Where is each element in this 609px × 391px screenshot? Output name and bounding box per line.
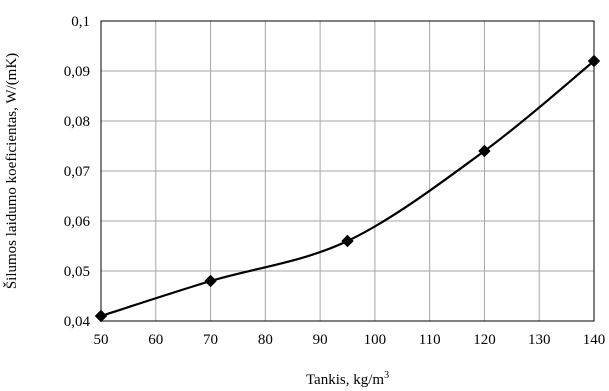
x-axis-label-text: Tankis, kg/m — [306, 372, 384, 388]
data-point — [94, 309, 108, 323]
x-tick-label: 100 — [364, 332, 387, 348]
y-tick-labels: 0,04 0,05 0,06 0,07 0,08 0,09 0,1 — [64, 14, 91, 330]
x-axis-label: Tankis, kg/m3 — [306, 370, 389, 388]
plot-border — [100, 20, 595, 322]
x-tick-label: 90 — [313, 332, 328, 348]
x-axis-label-superscript: 3 — [384, 370, 389, 381]
y-tick-label: 0,1 — [71, 14, 90, 30]
x-tick-labels: 50 60 70 80 90 100 110 120 130 140 — [94, 332, 606, 348]
data-point — [341, 234, 354, 248]
grid-lines — [100, 20, 595, 322]
y-tick-label: 0,06 — [64, 214, 91, 230]
y-tick-label: 0,09 — [64, 64, 90, 80]
y-tick-label: 0,07 — [64, 164, 91, 180]
series-group — [94, 54, 601, 323]
y-tick-label: 0,05 — [64, 264, 90, 280]
y-tick-label: 0,04 — [64, 314, 91, 330]
x-tick-label: 50 — [94, 332, 109, 348]
y-tick-label: 0,08 — [64, 114, 90, 130]
x-tick-label: 60 — [148, 332, 163, 348]
series-line — [100, 60, 595, 318]
data-point — [204, 274, 217, 288]
plot-area — [100, 20, 595, 322]
x-tick-label: 120 — [473, 332, 496, 348]
x-tick-label: 110 — [419, 332, 441, 348]
x-tick-label: 80 — [258, 332, 273, 348]
x-tick-label: 130 — [528, 332, 551, 348]
x-tick-label: 70 — [203, 332, 218, 348]
y-axis-label: Šilumos laidumo koeficientas, W/(mK) — [3, 53, 20, 289]
data-point — [587, 54, 601, 68]
x-tick-label: 140 — [583, 332, 606, 348]
data-point — [478, 144, 491, 158]
